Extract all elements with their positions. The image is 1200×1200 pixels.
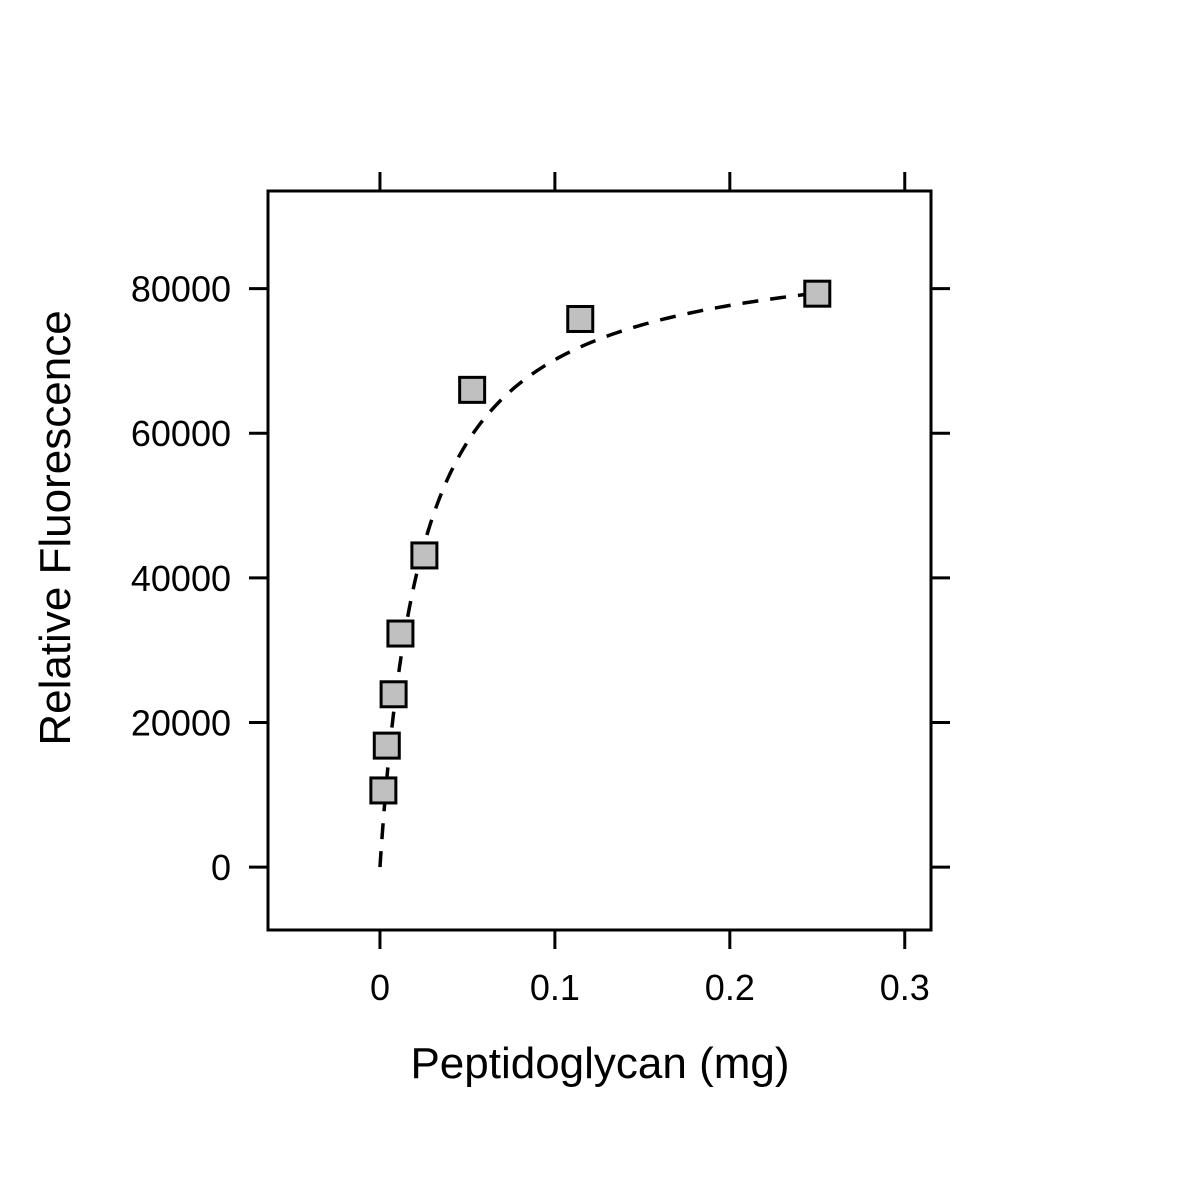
data-point: [369, 776, 398, 805]
fit-curve: [378, 291, 818, 868]
data-point: [803, 279, 832, 308]
x-tick-label: 0.3: [880, 967, 930, 1008]
y-tick-label: 40000: [131, 558, 231, 599]
x-tick-label: 0: [370, 967, 390, 1008]
data-points: [369, 279, 832, 805]
data-point: [372, 731, 401, 760]
x-axis-title: Peptidoglycan (mg): [410, 1039, 789, 1088]
y-tick-label: 80000: [131, 269, 231, 310]
data-point: [410, 541, 439, 570]
data-point: [458, 375, 487, 404]
y-tick-label: 60000: [131, 413, 231, 454]
y-tick-label: 20000: [131, 702, 231, 743]
x-tick-label: 0.2: [705, 967, 755, 1008]
data-point: [386, 619, 415, 648]
plot-frame: [266, 189, 933, 932]
data-point: [566, 304, 595, 333]
ticks: [249, 172, 950, 949]
y-axis-title: Relative Fluorescence: [31, 310, 80, 745]
data-point: [379, 680, 408, 709]
x-tick-label: 0.1: [530, 967, 580, 1008]
y-tick-label: 0: [211, 847, 231, 888]
tick-labels: 0 0.1 0.2 0.3 0 20000 40000 60000 80000: [131, 269, 930, 1008]
